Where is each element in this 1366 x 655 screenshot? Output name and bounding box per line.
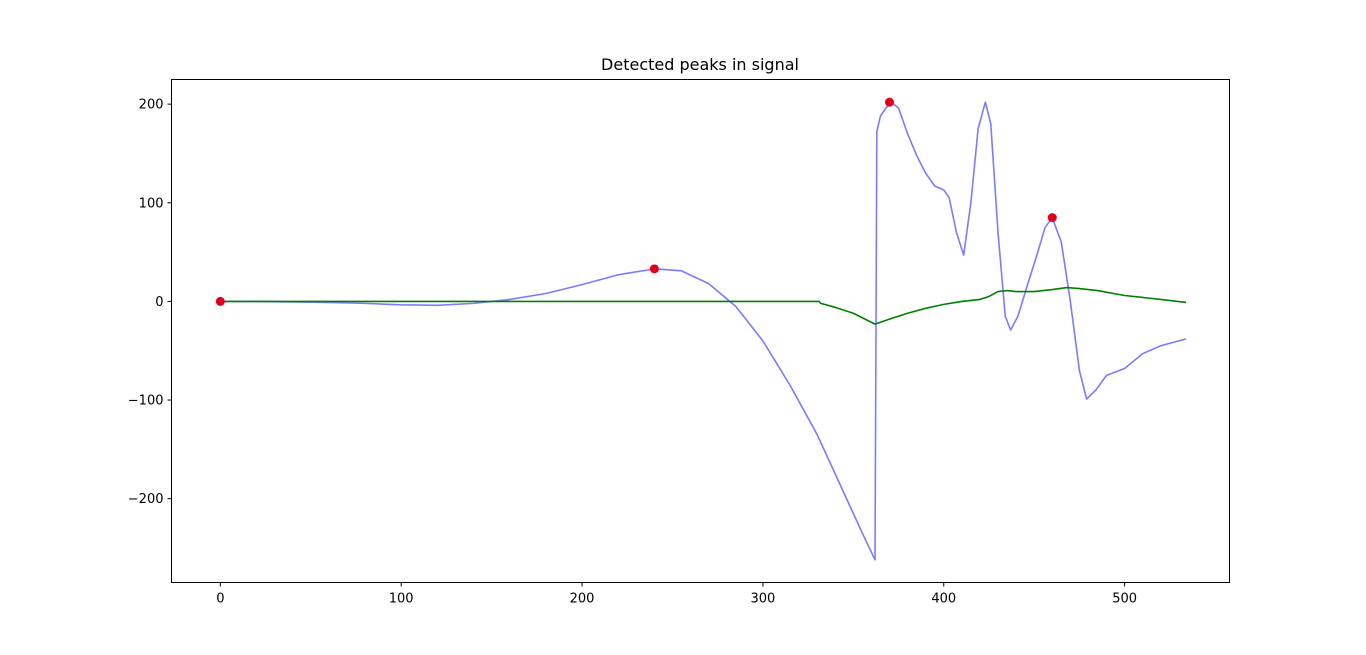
peak-point (884, 97, 894, 107)
chart-title: Detected peaks in signal (601, 55, 799, 74)
y-tick-label: −200 (128, 492, 164, 507)
peak-point (1047, 213, 1057, 223)
x-tick-label: 100 (389, 592, 414, 607)
y-tick-label: 100 (139, 196, 164, 211)
x-tick-label: 200 (570, 592, 595, 607)
plot-area (215, 97, 1187, 561)
axes-frame (171, 79, 1230, 583)
x-tick-label: 400 (931, 592, 956, 607)
x-tick-label: 300 (750, 592, 775, 607)
x-tick-label: 500 (1112, 592, 1137, 607)
series-line-1 (220, 101, 1187, 561)
y-tick-label: 200 (139, 98, 164, 113)
axis-ticks: 0 100 200 300 400 500 −200 −100 0 100 200 (128, 98, 1137, 607)
series-line-2 (220, 286, 1187, 325)
peak-point (215, 296, 225, 306)
y-tick-label: −100 (128, 394, 164, 409)
peak-point (649, 264, 659, 274)
y-tick-label: 0 (155, 295, 163, 310)
x-tick-label: 0 (216, 592, 224, 607)
